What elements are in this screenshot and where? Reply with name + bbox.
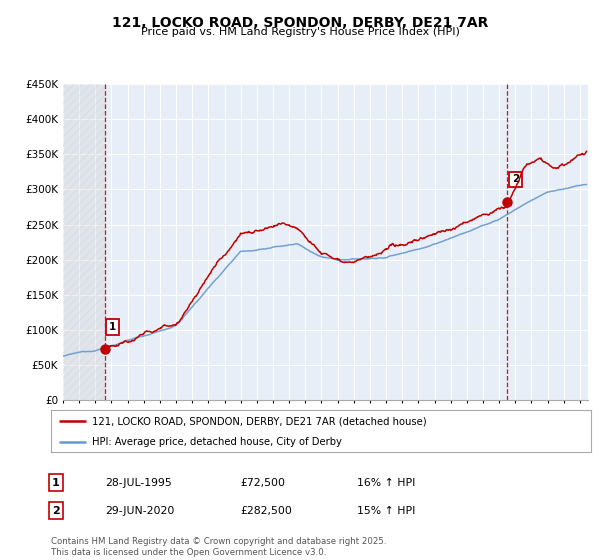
- Text: 2: 2: [52, 506, 59, 516]
- Text: 2: 2: [512, 174, 519, 184]
- Text: Contains HM Land Registry data © Crown copyright and database right 2025.
This d: Contains HM Land Registry data © Crown c…: [51, 537, 386, 557]
- Text: 1: 1: [52, 478, 59, 488]
- Text: 15% ↑ HPI: 15% ↑ HPI: [357, 506, 415, 516]
- Text: 121, LOCKO ROAD, SPONDON, DERBY, DE21 7AR: 121, LOCKO ROAD, SPONDON, DERBY, DE21 7A…: [112, 16, 488, 30]
- Text: £282,500: £282,500: [240, 506, 292, 516]
- Text: HPI: Average price, detached house, City of Derby: HPI: Average price, detached house, City…: [91, 437, 341, 446]
- Text: 1: 1: [109, 322, 116, 332]
- Text: Price paid vs. HM Land Registry's House Price Index (HPI): Price paid vs. HM Land Registry's House …: [140, 27, 460, 37]
- Text: 29-JUN-2020: 29-JUN-2020: [105, 506, 175, 516]
- Text: £72,500: £72,500: [240, 478, 285, 488]
- Text: 121, LOCKO ROAD, SPONDON, DERBY, DE21 7AR (detached house): 121, LOCKO ROAD, SPONDON, DERBY, DE21 7A…: [91, 417, 426, 426]
- Text: 28-JUL-1995: 28-JUL-1995: [105, 478, 172, 488]
- Text: 16% ↑ HPI: 16% ↑ HPI: [357, 478, 415, 488]
